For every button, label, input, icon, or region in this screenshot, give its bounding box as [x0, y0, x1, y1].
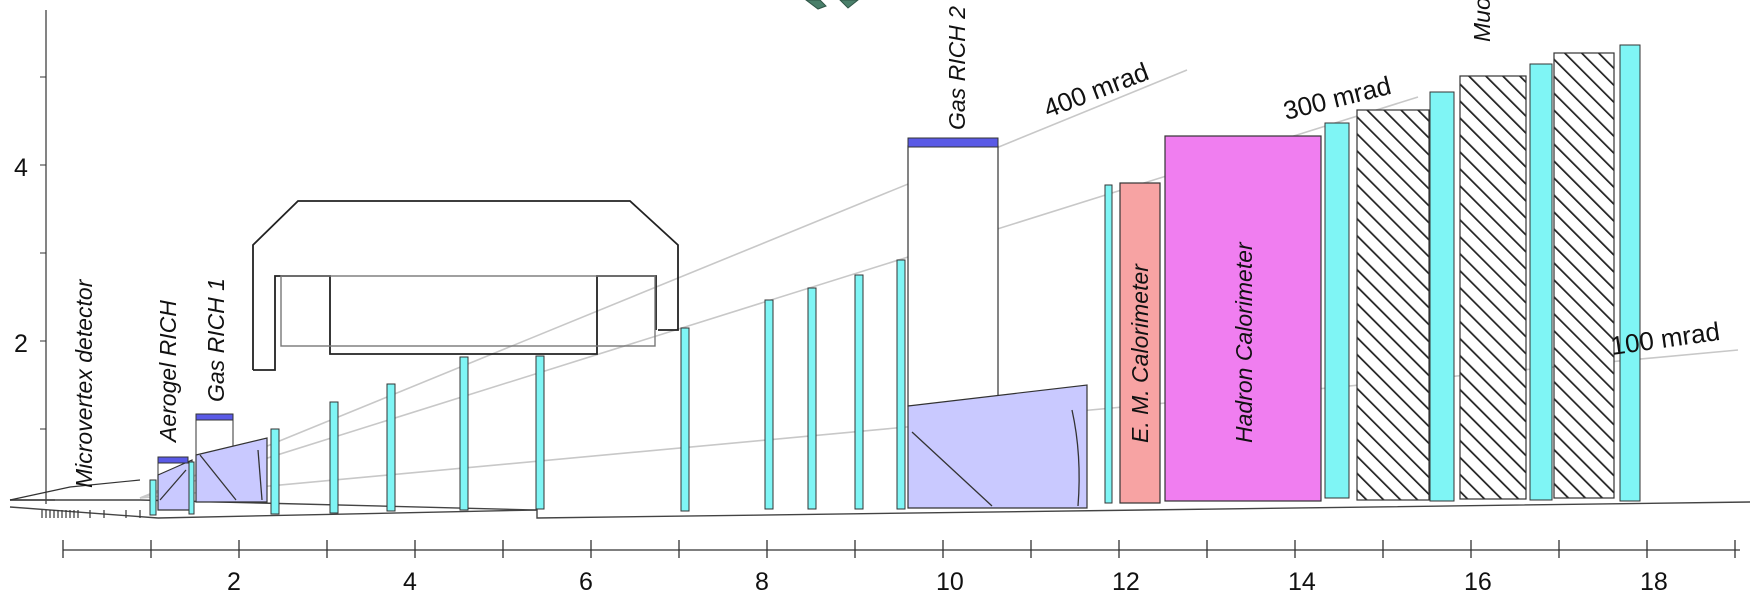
x-tick-label-4: 4	[403, 568, 417, 594]
y-axis: 2 4	[14, 10, 47, 504]
label-hadron-calorimeter: Hadron Calorimeter	[1231, 241, 1257, 443]
x-tick-label-16: 16	[1464, 568, 1492, 594]
muon-system	[1324, 44, 1641, 502]
muon-tracker	[1529, 63, 1553, 501]
aerogel-radiator	[157, 459, 193, 511]
gas-rich-2-radiator	[907, 384, 1088, 509]
x-axis: 2 4 6 8 10 12 14 16 18	[62, 540, 1740, 594]
x-tick-label-18: 18	[1640, 568, 1668, 594]
tracker-station	[680, 327, 690, 512]
label-gas-rich-2: Gas RICH 2	[944, 6, 970, 130]
x-tick-label-12: 12	[1112, 568, 1140, 594]
muon-tracker	[1619, 44, 1641, 502]
gas-rich-2	[907, 137, 1088, 509]
y-tick-label-2: 2	[14, 330, 28, 358]
y-tick-label-4: 4	[14, 154, 28, 182]
aerogel-tracker	[149, 479, 157, 516]
tracker-station	[807, 287, 817, 510]
muon-absorber	[1459, 75, 1527, 500]
x-tick-label-6: 6	[579, 568, 593, 594]
x-tick-label-14: 14	[1288, 568, 1316, 594]
x-tick-label-8: 8	[755, 568, 769, 594]
tracker-station	[386, 383, 396, 512]
line-400-mrad	[139, 69, 1188, 499]
preshower-tracker	[1104, 184, 1113, 504]
tracker-station	[854, 274, 864, 510]
gas-rich-1-photodetector	[195, 413, 234, 421]
x-tick-label-2: 2	[227, 568, 241, 594]
label-em-calorimeter: E. M. Calorimeter	[1127, 263, 1153, 443]
muon-absorber	[1553, 52, 1615, 499]
calorimeters	[1104, 135, 1322, 504]
muon-tracker	[1429, 91, 1455, 502]
microvertex-cone	[9, 479, 141, 501]
label-muon: Muon	[1469, 0, 1495, 42]
tracker-station	[459, 356, 469, 511]
muon-absorber	[1356, 109, 1430, 501]
tracker-station	[270, 428, 280, 515]
gas-rich-2-vessel	[907, 145, 999, 407]
muon-tracker	[1324, 122, 1350, 499]
magnet-yoke	[252, 200, 679, 370]
label-aerogel-rich: Aerogel RICH	[155, 300, 181, 444]
tracker-station	[896, 259, 906, 510]
gas-rich-2-photodetector	[907, 137, 999, 148]
rich-1-assembly	[149, 413, 268, 516]
label-400-mrad: 400 mrad	[1039, 56, 1152, 123]
magnet	[252, 200, 679, 371]
beam-pipe	[9, 499, 1751, 519]
label-microvertex-detector: Microvertex detector	[71, 278, 97, 488]
magnet-coil	[280, 275, 656, 347]
x-tick-label-10: 10	[936, 568, 964, 594]
label-gas-rich-1: Gas RICH 1	[203, 278, 229, 402]
tracker-station	[329, 401, 339, 514]
vertex-ticks	[41, 510, 141, 518]
top-edge-graphic	[805, 0, 859, 10]
magnet-yoke-inner	[253, 275, 657, 371]
tracker-station	[535, 355, 545, 510]
aerogel-photodetector	[157, 456, 189, 464]
tracking-stations	[270, 259, 906, 515]
tracker-station	[764, 299, 774, 510]
em-calorimeter	[1119, 182, 1161, 504]
hadron-calorimeter	[1164, 135, 1322, 502]
gas-rich-1-radiator	[195, 437, 268, 503]
gas-rich-1-tracker	[188, 461, 195, 515]
